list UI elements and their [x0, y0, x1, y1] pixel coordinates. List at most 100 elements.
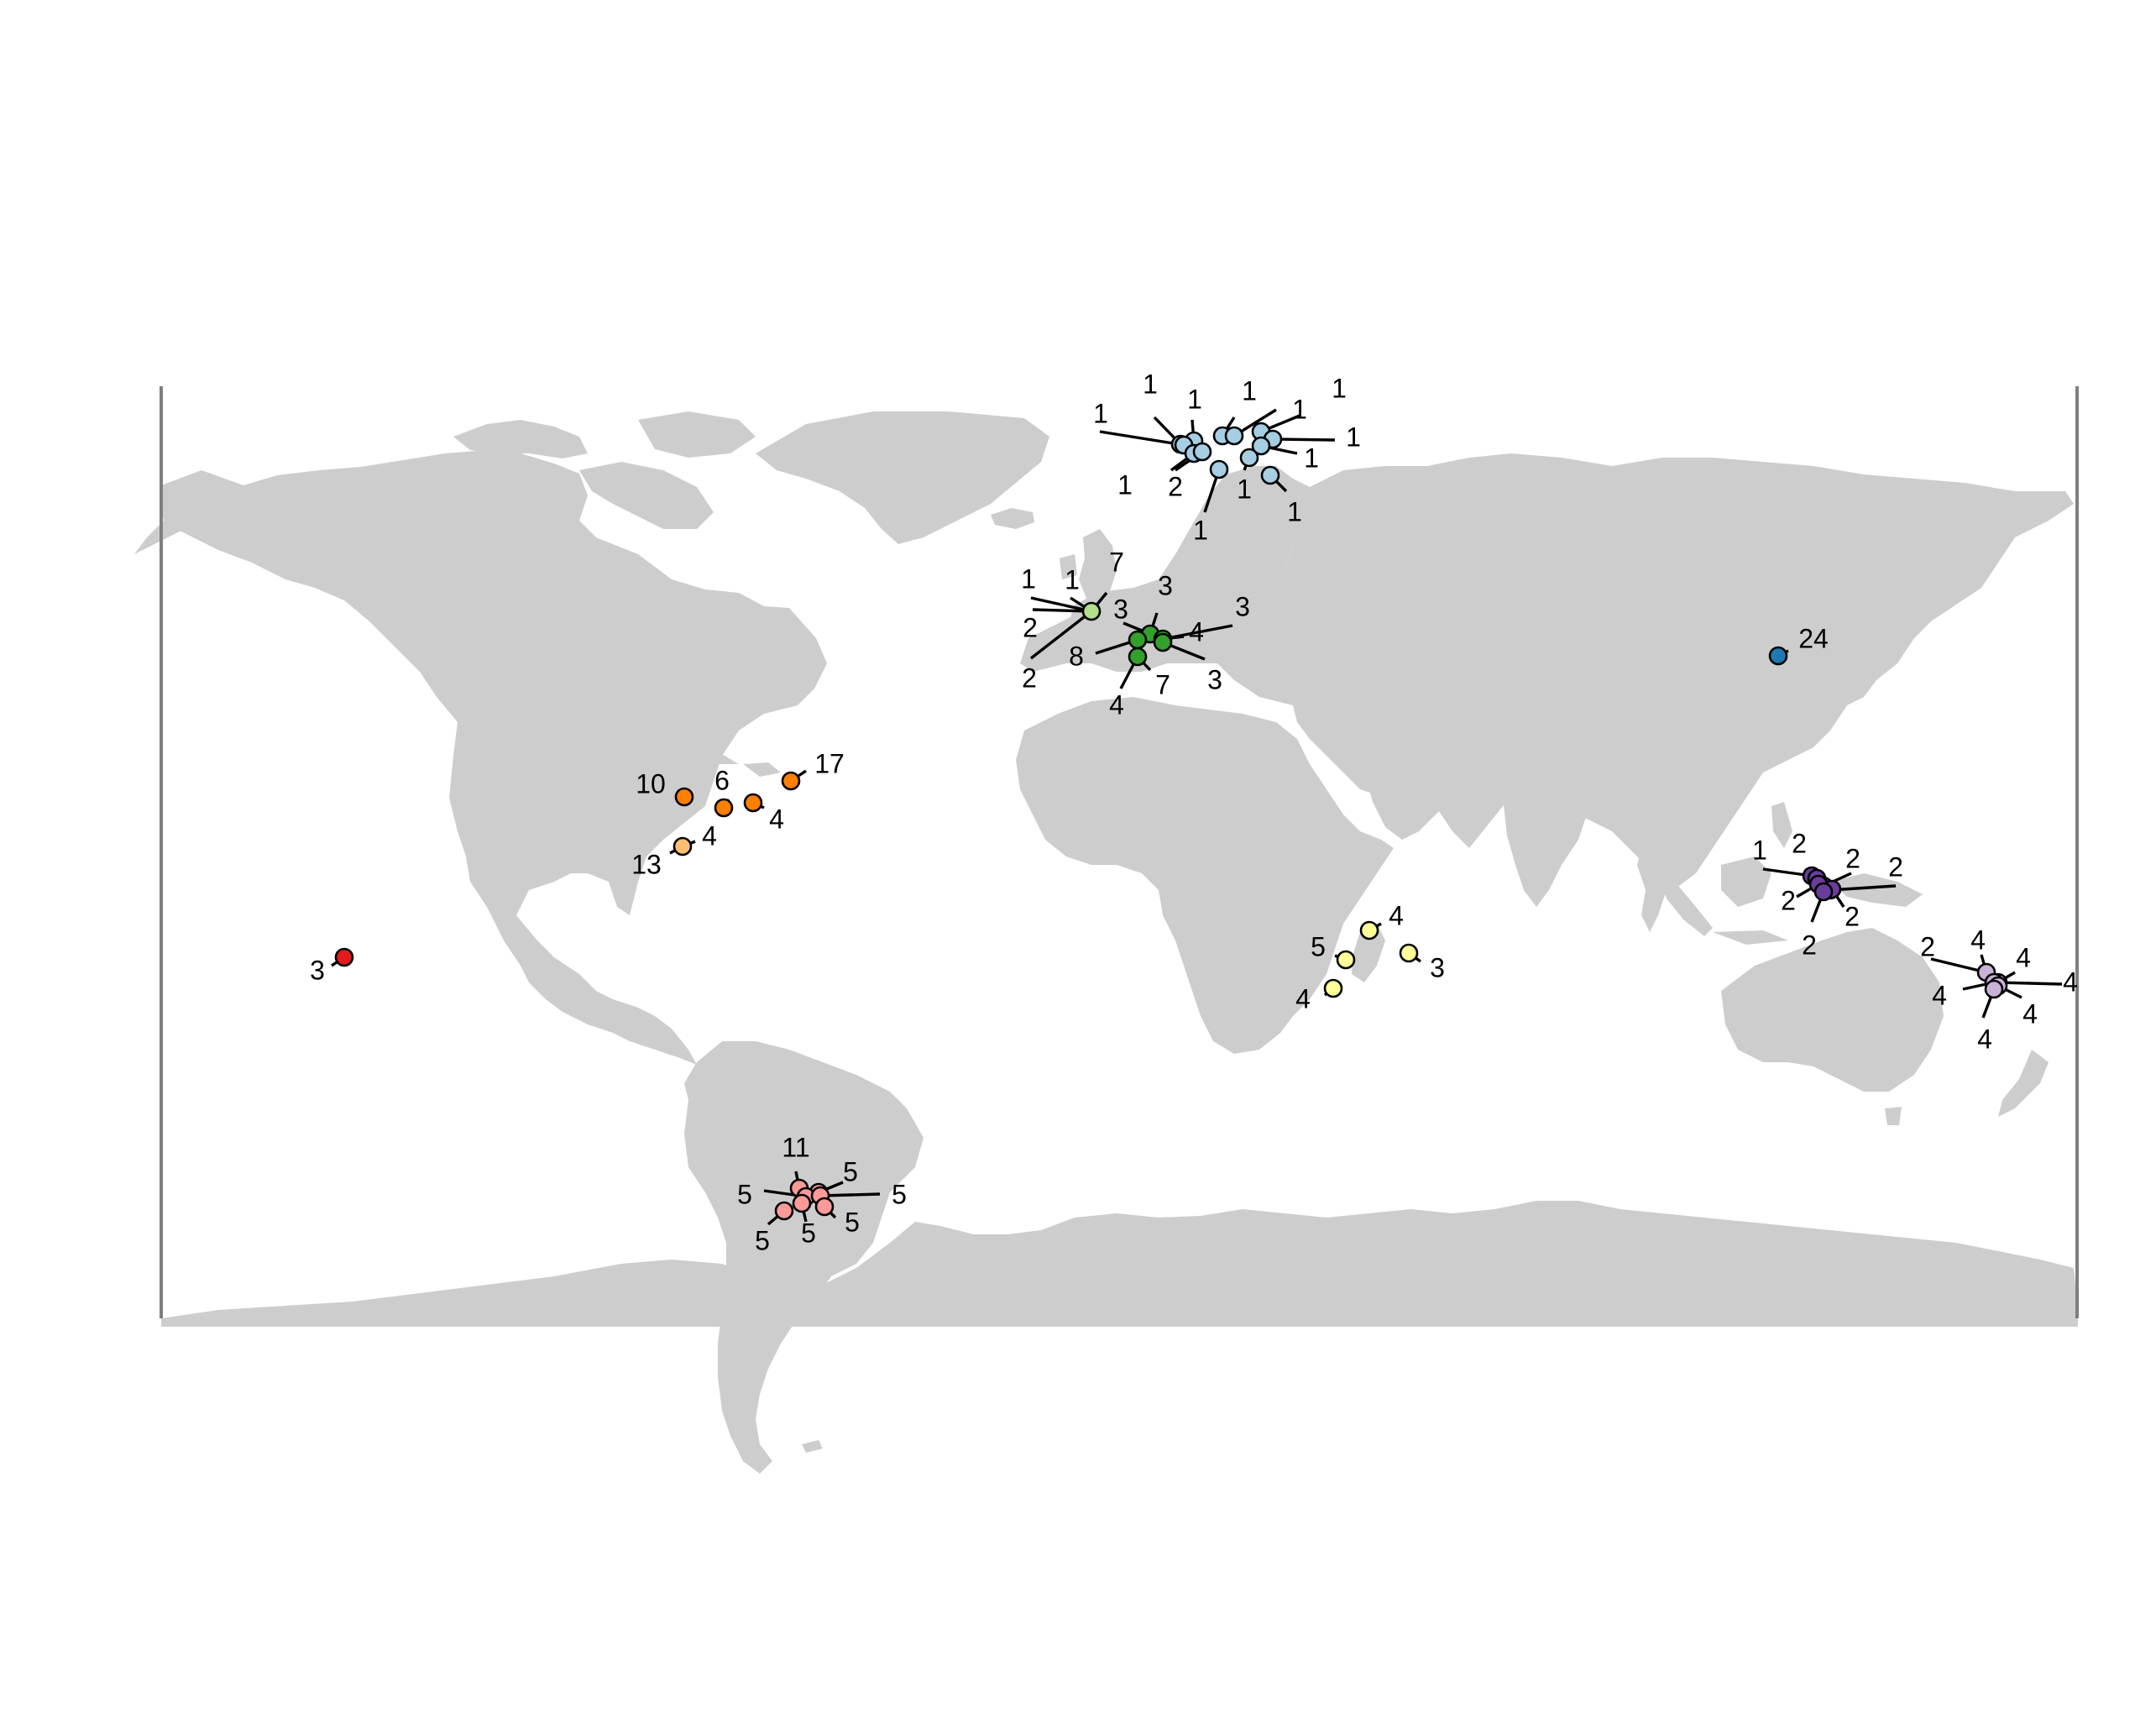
points-layer — [334, 422, 2008, 1221]
site-count-label: 2 — [1792, 828, 1807, 858]
site-point-central-america — [714, 798, 734, 818]
site-point-madagascar — [1323, 978, 1343, 998]
site-count-label: 7 — [1155, 669, 1170, 699]
alaska-landmass — [134, 485, 218, 554]
borneo-landmass — [1721, 856, 1771, 907]
site-count-label: 1 — [1752, 835, 1767, 865]
site-point-southern-europe — [1153, 632, 1173, 652]
site-count-label: 3 — [1430, 952, 1445, 982]
site-count-label: 2 — [1023, 612, 1038, 642]
europe-landmass — [1020, 466, 1343, 705]
site-count-label: 4 — [1189, 616, 1204, 647]
africa-landmass — [1016, 697, 1394, 1054]
leader-line — [1032, 608, 1092, 613]
site-point-central-america — [743, 793, 763, 813]
site-count-label: 1 — [1021, 563, 1036, 594]
india-landmass — [1503, 789, 1587, 907]
site-count-label: 4 — [1977, 1024, 1992, 1054]
site-count-label: 4 — [1295, 983, 1311, 1014]
site-count-label: 1 — [1187, 384, 1202, 414]
new-zealand-landmass — [1998, 1050, 2049, 1117]
site-point-new-guinea — [1813, 882, 1834, 902]
site-count-label: 4 — [2023, 998, 2038, 1029]
site-point-scandinavia — [1224, 426, 1244, 446]
site-count-label: 4 — [1389, 900, 1404, 930]
site-point-colombia — [672, 836, 693, 856]
site-count-label: 1 — [1093, 398, 1108, 428]
baffin-island-landmass — [579, 462, 714, 529]
land-masses — [134, 411, 2078, 1474]
site-count-label: 24 — [1798, 623, 1829, 653]
southeast-asia-landmass — [1637, 831, 1679, 932]
site-count-label: 5 — [737, 1179, 752, 1209]
site-count-label: 2 — [1845, 843, 1860, 873]
site-count-label: 2 — [1168, 471, 1183, 501]
java-landmass — [1713, 930, 1788, 945]
site-count-label: 4 — [2063, 967, 2078, 997]
site-point-madagascar — [1336, 950, 1356, 970]
site-count-label: 4 — [1970, 925, 1986, 955]
north-america-landmass — [161, 450, 827, 1065]
site-point-scandinavia — [1260, 465, 1280, 485]
site-count-label: 11 — [782, 1132, 809, 1162]
hispaniola-landmass — [743, 762, 781, 777]
ireland-landmass — [1060, 554, 1077, 579]
site-point-madagascar — [1359, 920, 1379, 940]
site-count-label: 8 — [1069, 641, 1084, 671]
site-count-label: 3 — [1113, 594, 1128, 624]
asia-landmass — [1234, 453, 2074, 886]
leader-line — [1029, 610, 1093, 660]
site-point-madagascar — [1399, 943, 1419, 963]
leader-line — [1997, 981, 2063, 986]
site-count-label: 5 — [892, 1179, 907, 1209]
site-count-label: 1 — [1304, 443, 1319, 473]
site-count-label: 1 — [1117, 469, 1133, 500]
south-america-landmass — [684, 1041, 924, 1474]
site-count-label: 4 — [1932, 980, 1947, 1010]
site-point-scandinavia — [1209, 459, 1229, 479]
site-point-east-asia — [1768, 646, 1788, 666]
leader-line — [1272, 437, 1336, 442]
leader-line — [1099, 430, 1185, 447]
antarctica-landmass — [161, 1201, 2078, 1327]
cuba-landmass — [655, 743, 739, 764]
site-count-label: 7 — [1109, 547, 1124, 577]
leader-line — [1030, 596, 1092, 613]
site-count-label: 1 — [1346, 422, 1361, 452]
site-point-pacific — [334, 947, 354, 967]
arabia-landmass — [1364, 731, 1461, 840]
site-count-label: 3 — [310, 955, 325, 985]
site-point-scandinavia — [1251, 436, 1271, 456]
site-point-central-america — [674, 787, 694, 807]
falkland-islands-landmass — [802, 1440, 823, 1453]
site-count-label: 17 — [814, 748, 845, 778]
site-count-label: 1 — [1292, 394, 1307, 424]
new-guinea-landmass — [1830, 873, 1923, 907]
site-count-label: 6 — [714, 765, 730, 795]
site-point-patagonia — [814, 1197, 835, 1217]
site-count-label: 1 — [1237, 474, 1252, 504]
sumatra-landmass — [1658, 873, 1713, 936]
map-frame — [160, 386, 2079, 1318]
site-count-label: 2 — [1920, 931, 1935, 961]
site-count-label: 1 — [1287, 496, 1302, 526]
great-britain-landmass — [1079, 529, 1117, 600]
site-count-label: 5 — [801, 1218, 816, 1248]
site-count-label: 1 — [1065, 564, 1080, 595]
japan-landmass — [1843, 621, 1896, 697]
site-count-label: 2 — [1781, 885, 1796, 915]
site-point-southern-europe — [1128, 647, 1148, 667]
tasmania-landmass — [1885, 1107, 1902, 1125]
site-point-central-america — [781, 771, 801, 791]
site-count-label: 5 — [755, 1225, 770, 1255]
site-count-label: 3 — [1207, 664, 1222, 694]
site-count-label: 13 — [631, 849, 662, 879]
site-point-patagonia — [792, 1193, 812, 1213]
greenland-landmass — [756, 411, 1049, 544]
leader-line — [1930, 957, 1987, 974]
site-point-scandinavia — [1192, 442, 1212, 462]
site-count-label: 2 — [1845, 901, 1860, 931]
